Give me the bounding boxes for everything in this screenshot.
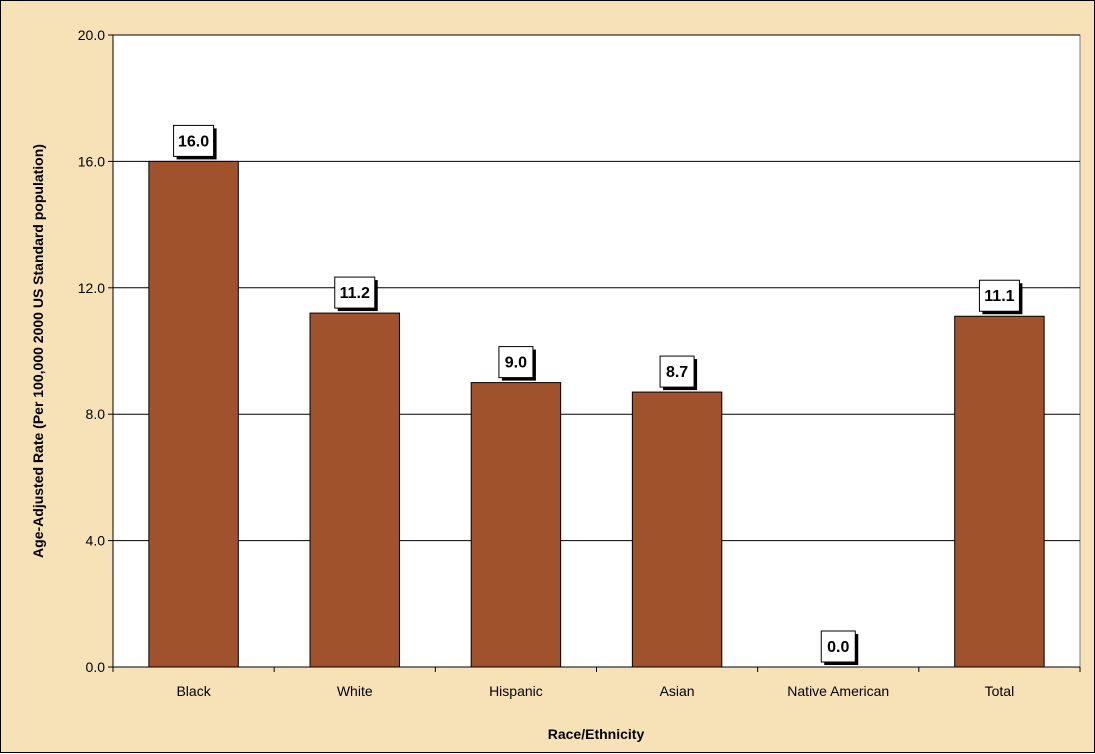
x-tick-label: Total [985, 683, 1015, 699]
data-label: 9.0 [505, 355, 527, 372]
bar [309, 312, 400, 668]
data-label: 16.0 [178, 133, 209, 150]
x-axis-title: Race/Ethnicity [548, 726, 645, 742]
bar [148, 160, 239, 668]
bar [954, 315, 1045, 668]
y-tick-label: 8.0 [86, 406, 106, 422]
data-label-box [659, 355, 695, 388]
y-tick-label: 20.0 [78, 27, 105, 43]
data-label-box [173, 124, 215, 157]
y-axis-ticks: 0.0 4.0 8.0 12.0 16.0 20.0 [78, 27, 113, 675]
data-label-box [978, 279, 1020, 312]
data-label-box [498, 346, 534, 379]
y-tick-label: 16.0 [78, 153, 105, 169]
x-tick-label: Native American [787, 683, 889, 699]
data-label-box [820, 630, 856, 663]
y-tick-label: 4.0 [86, 533, 106, 549]
x-tick-label: Hispanic [489, 683, 543, 699]
data-labels: 16.0 11.2 9.0 8.7 0.0 11.1 [173, 124, 1023, 665]
x-tick-label: Black [176, 683, 211, 699]
x-tick-label: Asian [660, 683, 695, 699]
y-tick-label: 0.0 [86, 659, 106, 675]
gridlines [113, 34, 1080, 542]
x-tick-label: White [337, 683, 373, 699]
bar [631, 391, 723, 668]
bars [148, 160, 1045, 668]
y-tick-label: 12.0 [78, 280, 105, 296]
x-axis-ticks: Black White Hispanic Asian Native American To… [112, 667, 1081, 699]
data-label-box [334, 276, 376, 309]
plot-area [112, 34, 1081, 668]
data-label: 11.2 [340, 285, 370, 302]
y-axis-title: Age-Adjusted Rate (Per 100,000 2000 US S… [30, 144, 46, 558]
data-label: 8.7 [666, 364, 688, 381]
bar [470, 382, 562, 668]
data-label: 0.0 [827, 639, 849, 656]
data-label: 11.1 [984, 288, 1014, 305]
